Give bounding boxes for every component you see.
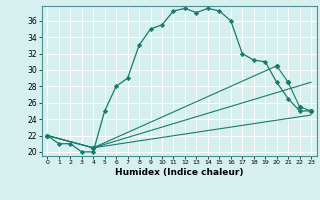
X-axis label: Humidex (Indice chaleur): Humidex (Indice chaleur): [115, 168, 244, 177]
